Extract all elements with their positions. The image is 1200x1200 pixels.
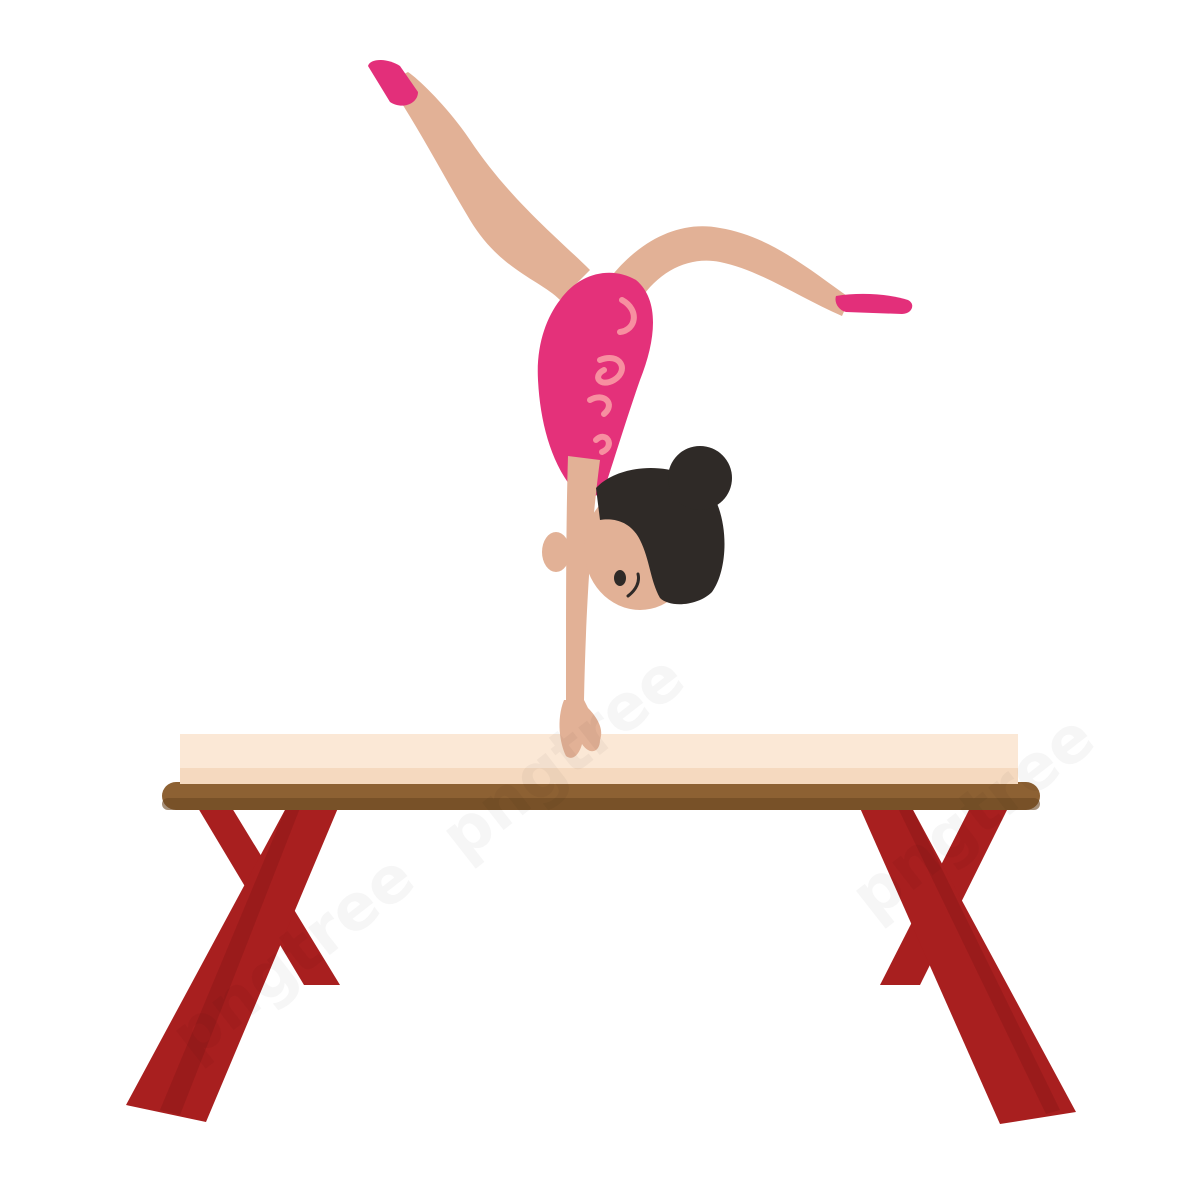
gymnast-hair-bun <box>668 446 732 510</box>
gymnast-hand <box>559 700 602 758</box>
gymnast-ear <box>542 532 570 572</box>
beam-leg-left-front-shade <box>160 808 300 1115</box>
leotard-pattern <box>587 297 637 455</box>
gymnast <box>368 60 913 758</box>
gymnast-arm <box>566 456 600 700</box>
gymnast-eye <box>614 570 626 586</box>
beam-legs <box>126 808 1076 1124</box>
gymnast-leg-right <box>610 226 850 316</box>
gymnast-leg-left <box>388 72 590 300</box>
beam-rail <box>162 782 1040 810</box>
shoe-left <box>368 60 418 106</box>
gymnast-smile <box>626 572 640 598</box>
shoe-right <box>835 293 913 314</box>
beam-leg-right-front-shade <box>898 808 1060 1114</box>
